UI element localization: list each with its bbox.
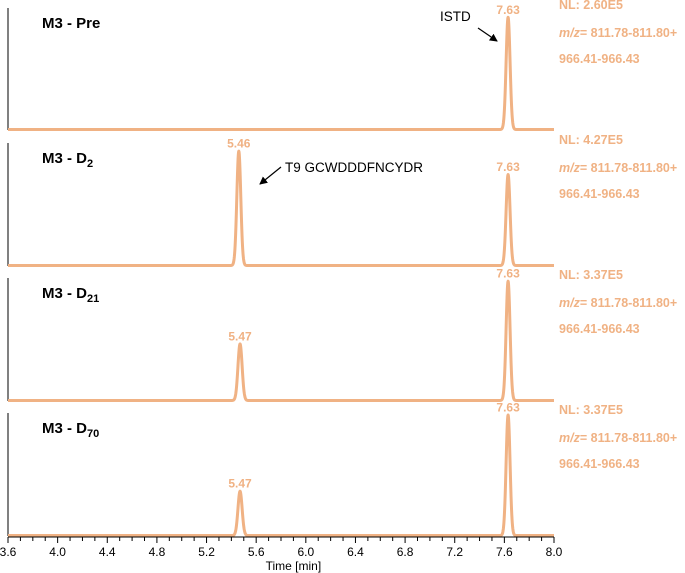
mz-prefix: m/z [559, 431, 581, 445]
mz-prefix: m/z [559, 296, 581, 310]
x-tick-label: 3.6 [0, 545, 17, 559]
mz-range-2: 966.41-966.43 [559, 52, 640, 66]
panel-4: 5.47 7.63 M3 - D70 NL: 3.37E5 m/z= 811.78-81… [6, 400, 677, 538]
mz-range-2: 966.41-966.43 [559, 322, 640, 336]
x-tick-label: 6.0 [297, 545, 314, 559]
mz-range-text: = 811.78-811.80+ [580, 431, 677, 445]
panel-label: M3 - Pre [42, 15, 100, 32]
mz-range: m/z= 811.78-811.80+ [559, 26, 677, 40]
peak-label: 7.63 [496, 160, 520, 174]
mz-range-2: 966.41-966.43 [559, 187, 640, 201]
nl-value: NL: 3.37E5 [559, 403, 623, 417]
panel-label: M3 - D70 [42, 420, 99, 440]
chromatogram-trace [6, 15, 556, 132]
chromatogram-trace [6, 413, 556, 538]
mz-range-text: = 811.78-811.80+ [580, 161, 677, 175]
x-tick-label: 8.0 [546, 545, 563, 559]
panel-1: 7.63 M3 - Pre NL: 2.60E5 m/z= 811.78-811.80… [6, 0, 677, 132]
chromatogram-trace [6, 149, 556, 268]
mz-range: m/z= 811.78-811.80+ [559, 296, 677, 310]
mz-range: m/z= 811.78-811.80+ [559, 161, 677, 175]
panel-label-main: M3 - [42, 15, 76, 32]
peptide-annotation: T9 GCWDDDFNCYDR [285, 160, 423, 175]
panel-label-main: M3 - D [42, 420, 87, 437]
panel-label: M3 - D21 [42, 285, 99, 305]
panel-label-tail: Pre [76, 15, 100, 32]
istd-annotation: ISTD [440, 9, 471, 24]
peak-label: 5.47 [228, 477, 252, 491]
x-tick-label: 7.2 [446, 545, 463, 559]
panel-label-main: M3 - D [42, 285, 87, 302]
panel-3: 5.47 7.63 M3 - D21 NL: 3.37E5 m/z= 811.78-81… [6, 267, 677, 403]
panel-label-sub: 2 [87, 158, 93, 170]
x-tick-label: 6.4 [347, 545, 364, 559]
peak-label: 7.63 [496, 267, 520, 281]
peptide-arrow [259, 166, 282, 185]
nl-value: NL: 4.27E5 [559, 133, 623, 147]
mz-range: m/z= 811.78-811.80+ [559, 431, 677, 445]
mz-prefix: m/z [559, 26, 581, 40]
nl-value: NL: 3.37E5 [559, 268, 623, 282]
x-axis: 3.6 4.0 4.4 4.8 5.2 5.6 6.0 6.4 6.8 7.2 7.6 8.0 Time… [0, 536, 563, 573]
istd-arrow [477, 27, 498, 42]
peak-label: 5.47 [228, 329, 252, 343]
mz-prefix: m/z [559, 161, 581, 175]
x-tick-label: 4.4 [99, 545, 116, 559]
mz-range-text: = 811.78-811.80+ [580, 296, 677, 310]
x-tick-label: 5.6 [248, 545, 265, 559]
x-tick-label: 5.2 [198, 545, 215, 559]
panel-2: 5.46 7.63 M3 - D2 NL: 4.27E5 m/z= 811.78-811… [6, 133, 677, 268]
x-tick-label: 4.8 [149, 545, 166, 559]
peak-label: 7.63 [496, 3, 520, 17]
peak-label: 5.46 [227, 137, 251, 151]
panel-label-sub: 21 [87, 293, 99, 305]
panel-label-main: M3 - D [42, 150, 87, 167]
panel-label-sub: 70 [87, 428, 99, 440]
mz-range-text: = 811.78-811.80+ [580, 26, 677, 40]
x-tick-label: 6.8 [397, 545, 414, 559]
x-tick-label: 7.6 [496, 545, 513, 559]
x-axis-label: Time [min] [266, 559, 322, 573]
mz-range-2: 966.41-966.43 [559, 457, 640, 471]
nl-value: NL: 2.60E5 [559, 0, 623, 12]
panel-label: M3 - D2 [42, 150, 93, 170]
x-tick-label: 4.0 [49, 545, 66, 559]
peak-label: 7.63 [496, 400, 520, 414]
chromatogram-trace [6, 279, 556, 403]
